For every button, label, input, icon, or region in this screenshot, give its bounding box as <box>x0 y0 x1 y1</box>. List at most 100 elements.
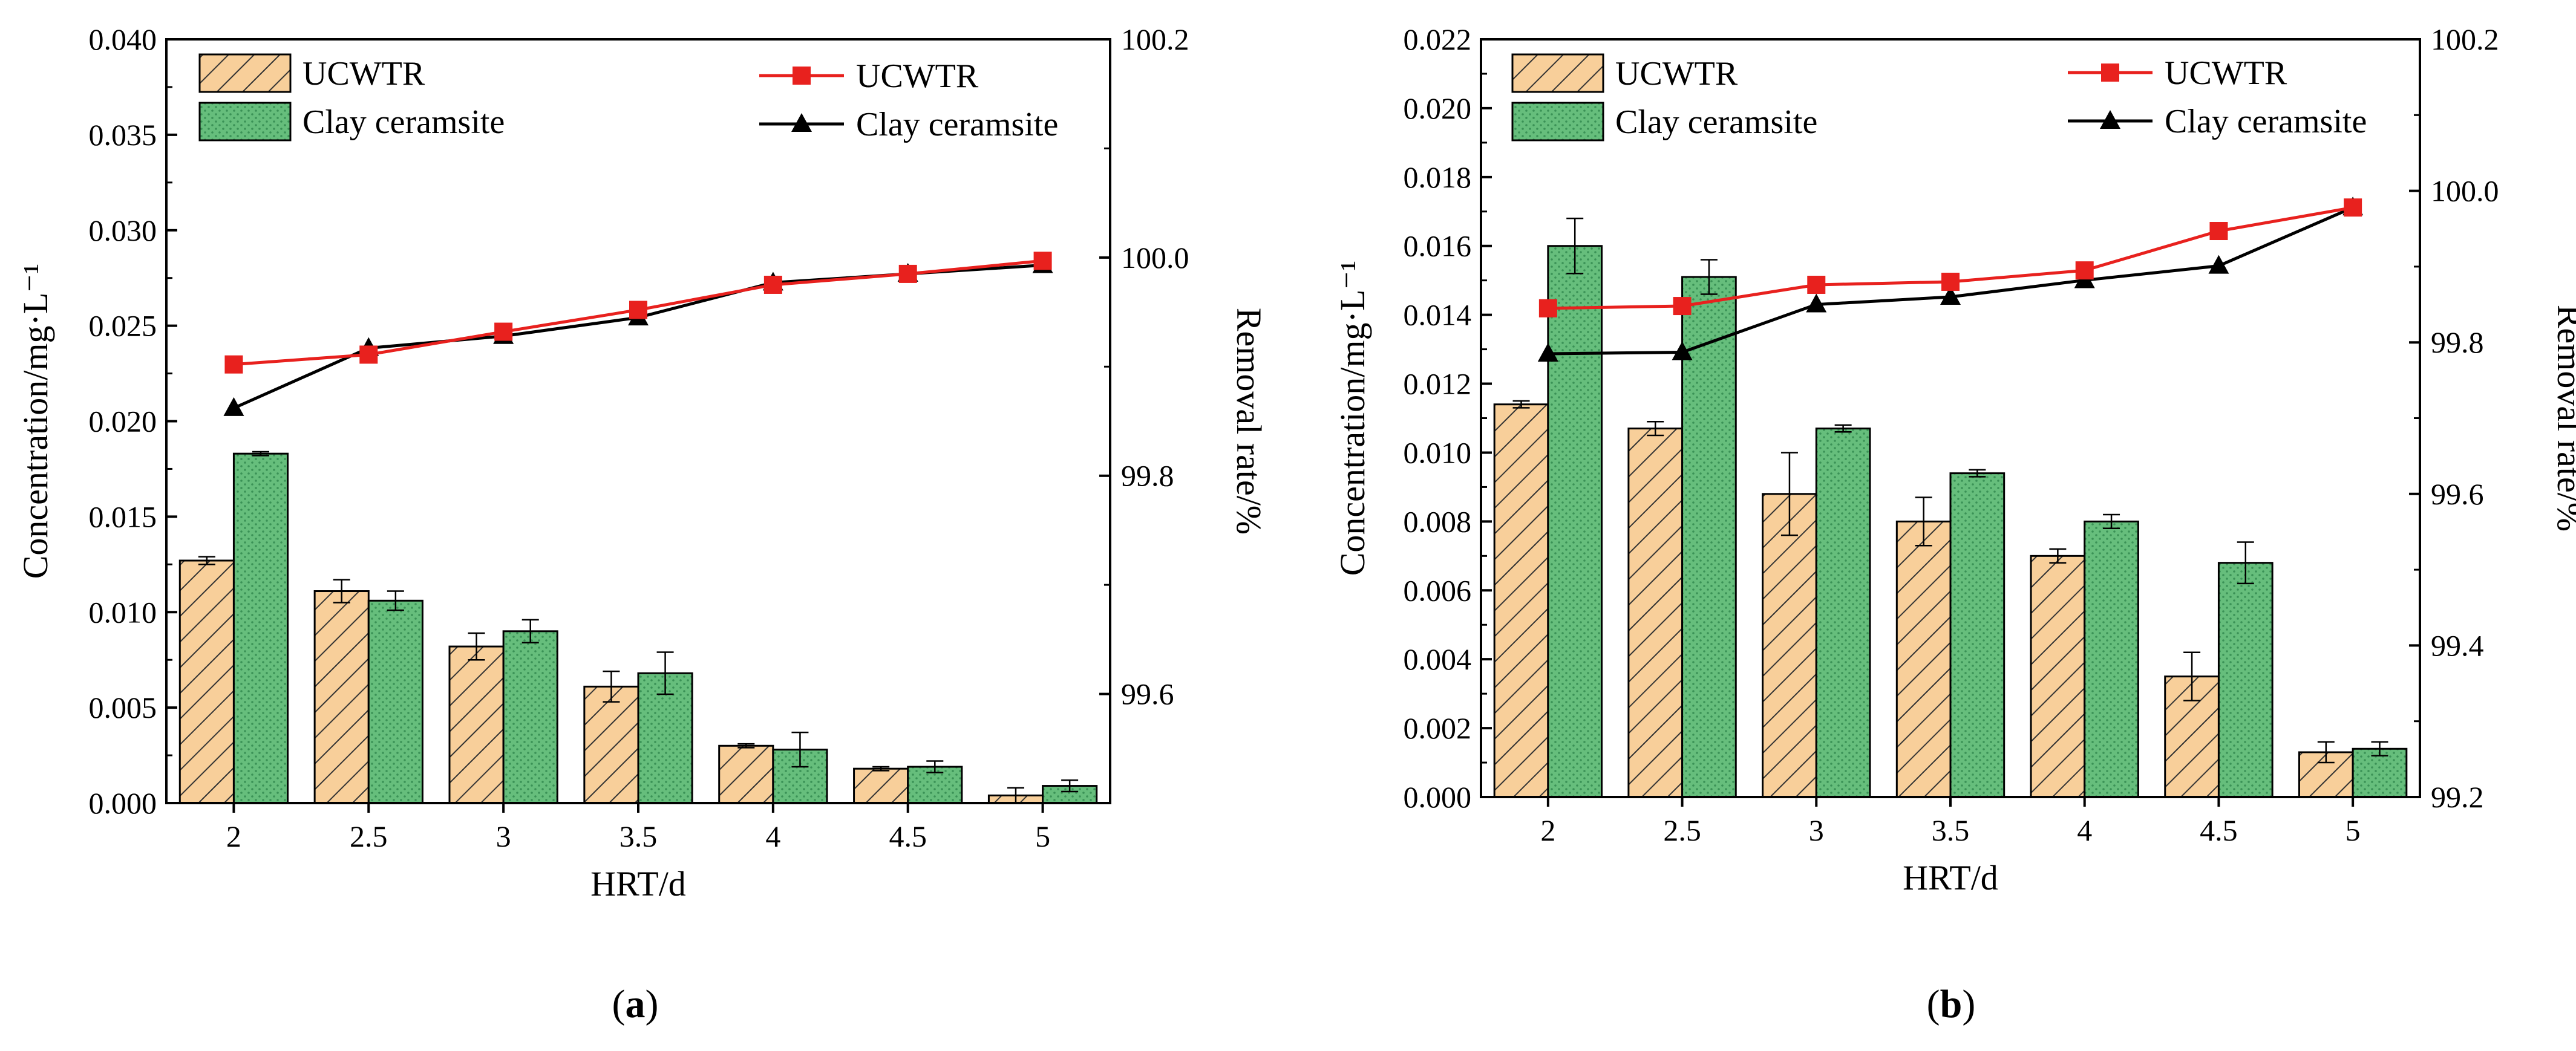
x-tick-label: 2 <box>226 819 241 853</box>
y-tick-label: 0.016 <box>1404 229 1472 263</box>
x-tick-label: 5 <box>1035 819 1050 853</box>
point-ucwtr-2 <box>1807 275 1826 294</box>
legend-label-line-ucwtr: UCWTR <box>856 57 979 95</box>
legend-marker-clay <box>791 113 812 132</box>
bar-ucwtr-0 <box>1493 403 1549 798</box>
y2-axis-title: Removal rate/% <box>2550 305 2576 532</box>
legend-swatch-bar-clay <box>1511 102 1604 142</box>
y-tick-label: 0.002 <box>1404 711 1472 745</box>
y-tick-label: 0.006 <box>1404 573 1472 607</box>
legend-swatch-bar-ucwtr <box>198 53 292 93</box>
point-ucwtr-4 <box>763 275 782 294</box>
bar-ucwtr-1 <box>1627 428 1684 798</box>
y-tick-label: 0.005 <box>89 691 157 724</box>
bar-ucwtr-4 <box>2030 555 2086 798</box>
panel-caption: (b) <box>1927 982 1976 1026</box>
point-ucwtr-6 <box>1033 252 1052 270</box>
y-tick-label: 0.008 <box>1404 504 1472 538</box>
point-ucwtr-5 <box>2209 222 2228 241</box>
x-tick-label: 2.5 <box>1663 813 1701 847</box>
bar-clay-2 <box>502 630 558 804</box>
point-clay-0 <box>1537 342 1558 362</box>
point-ucwtr-6 <box>2344 198 2362 217</box>
bar-ucwtr-3 <box>583 685 639 804</box>
point-clay-3 <box>1940 286 1961 305</box>
y-tick-label: 0.000 <box>1404 780 1472 814</box>
y-tick-label: 0.014 <box>1404 298 1472 332</box>
y-tick-label: 0.025 <box>89 309 157 343</box>
y-tick-label: 0.020 <box>89 405 157 438</box>
y-tick-label: 0.020 <box>1404 91 1472 125</box>
bar-clay-3 <box>1949 472 2006 798</box>
bar-ucwtr-2 <box>1762 493 1817 798</box>
y-tick-label: 0.012 <box>1404 367 1472 401</box>
y-tick-label: 0.030 <box>89 213 157 247</box>
bar-ucwtr-0 <box>178 559 235 804</box>
x-axis-title: HRT/d <box>590 864 686 903</box>
bar-ucwtr-1 <box>313 590 370 804</box>
bar-clay-0 <box>232 452 289 804</box>
chart-panel-b: 0.000 0.002 0.004 0.006 0.008 0.010 0.012 0.014… <box>1333 22 2576 1026</box>
y2-tick-label: 99.6 <box>1121 677 1174 711</box>
point-clay-2 <box>1806 293 1827 313</box>
y-tick-label: 0.018 <box>1404 160 1472 194</box>
bar-ucwtr-2 <box>448 645 505 804</box>
y-axis-title: Concentration/mg·L⁻¹ <box>16 264 55 579</box>
y2-tick-label: 99.8 <box>1121 459 1174 493</box>
legend-marker-ucwtr <box>2101 63 2119 82</box>
chart-panel-a: 0.000 0.005 0.010 0.015 0.020 0.025 0.030 0.035… <box>16 22 1269 1026</box>
bar-clay-3 <box>637 672 693 804</box>
legend-label-bar-ucwtr: UCWTR <box>1615 55 1738 93</box>
legend-label-bar-ucwtr: UCWTR <box>302 55 425 93</box>
x-tick-label: 5 <box>2346 813 2361 847</box>
point-ucwtr-3 <box>629 301 647 319</box>
x-tick-label: 3 <box>1809 813 1824 847</box>
legend-label-line-clay: Clay ceramsite <box>2165 103 2367 140</box>
x-tick-label: 3.5 <box>619 819 658 853</box>
bar-clay-4 <box>2084 520 2139 798</box>
y2-tick-label: 100.2 <box>2431 22 2499 56</box>
point-ucwtr-3 <box>1941 272 1960 291</box>
x-tick-label: 3 <box>496 819 511 853</box>
legend-marker-ucwtr <box>793 67 811 85</box>
x-tick-label: 4 <box>765 819 780 853</box>
point-ucwtr-1 <box>359 345 378 364</box>
y2-tick-label: 100.2 <box>1121 22 1189 56</box>
y-tick-label: 0.000 <box>89 786 157 820</box>
y2-tick-label: 99.2 <box>2431 780 2484 814</box>
y-tick-label: 0.035 <box>89 118 157 152</box>
y-tick-label: 0.010 <box>1404 435 1472 469</box>
bar-clay-2 <box>1815 428 1871 798</box>
line-clay <box>233 263 1043 410</box>
y-tick-label: 0.015 <box>89 499 157 533</box>
y2-tick-label: 100.0 <box>2431 174 2499 208</box>
x-tick-label: 4 <box>2077 813 2092 847</box>
y-tick-label: 0.004 <box>1404 642 1472 676</box>
bar-ucwtr-4 <box>718 744 774 804</box>
x-tick-label: 4.5 <box>2200 813 2238 847</box>
point-ucwtr-0 <box>1538 299 1557 317</box>
point-ucwtr-4 <box>2075 261 2094 280</box>
y-tick-label: 0.040 <box>89 22 157 56</box>
y2-tick-label: 100.0 <box>1121 241 1189 275</box>
bar-clay-1 <box>1681 276 1737 798</box>
point-ucwtr-2 <box>494 322 513 341</box>
x-tick-label: 4.5 <box>889 819 927 853</box>
panel-caption-letter: b <box>1940 982 1963 1026</box>
point-clay-0 <box>223 397 244 416</box>
bar-ucwtr-5 <box>853 767 909 804</box>
legend-marker-clay <box>2100 110 2120 129</box>
legend-swatch-bar-ucwtr <box>1511 53 1604 93</box>
bar-clay-5 <box>2217 562 2274 798</box>
bar-ucwtr-3 <box>1895 520 1952 798</box>
legend-label-bar-clay: Clay ceramsite <box>302 103 505 141</box>
x-axis-title: HRT/d <box>1903 858 1998 897</box>
y-tick-label: 0.010 <box>89 595 157 629</box>
point-clay-5 <box>2208 255 2229 274</box>
bar-clay-0 <box>1547 245 1603 798</box>
panel-caption: (a) <box>612 982 659 1026</box>
legend-swatch-bar-clay <box>198 102 292 142</box>
legend-label-line-clay: Clay ceramsite <box>856 106 1058 143</box>
legend-label-bar-clay: Clay ceramsite <box>1615 103 1817 141</box>
